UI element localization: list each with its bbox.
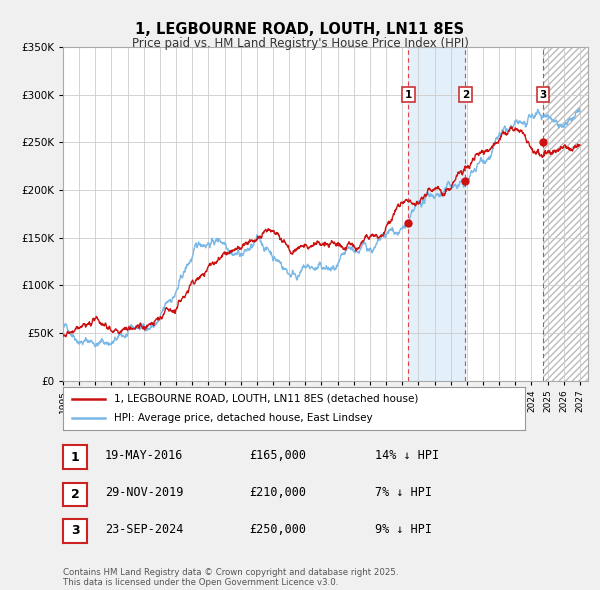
Text: 1, LEGBOURNE ROAD, LOUTH, LN11 8ES: 1, LEGBOURNE ROAD, LOUTH, LN11 8ES <box>136 22 464 37</box>
Text: Price paid vs. HM Land Registry's House Price Index (HPI): Price paid vs. HM Land Registry's House … <box>131 37 469 50</box>
Text: £250,000: £250,000 <box>249 523 306 536</box>
Text: HPI: Average price, detached house, East Lindsey: HPI: Average price, detached house, East… <box>114 413 373 423</box>
Text: 9% ↓ HPI: 9% ↓ HPI <box>375 523 432 536</box>
Text: 2: 2 <box>71 488 79 501</box>
Text: 1: 1 <box>405 90 412 100</box>
Text: 1: 1 <box>71 451 79 464</box>
Bar <box>543 47 588 381</box>
Text: 23-SEP-2024: 23-SEP-2024 <box>105 523 184 536</box>
Text: 1, LEGBOURNE ROAD, LOUTH, LN11 8ES (detached house): 1, LEGBOURNE ROAD, LOUTH, LN11 8ES (deta… <box>114 394 418 404</box>
Text: 29-NOV-2019: 29-NOV-2019 <box>105 486 184 499</box>
Bar <box>409 47 466 381</box>
Text: £210,000: £210,000 <box>249 486 306 499</box>
Text: 7% ↓ HPI: 7% ↓ HPI <box>375 486 432 499</box>
Text: 14% ↓ HPI: 14% ↓ HPI <box>375 449 439 462</box>
Text: 3: 3 <box>539 90 547 100</box>
Text: 2: 2 <box>462 90 469 100</box>
Text: 19-MAY-2016: 19-MAY-2016 <box>105 449 184 462</box>
Text: £165,000: £165,000 <box>249 449 306 462</box>
Bar <box>543 47 588 381</box>
Text: 3: 3 <box>71 525 79 537</box>
Text: Contains HM Land Registry data © Crown copyright and database right 2025.
This d: Contains HM Land Registry data © Crown c… <box>63 568 398 587</box>
